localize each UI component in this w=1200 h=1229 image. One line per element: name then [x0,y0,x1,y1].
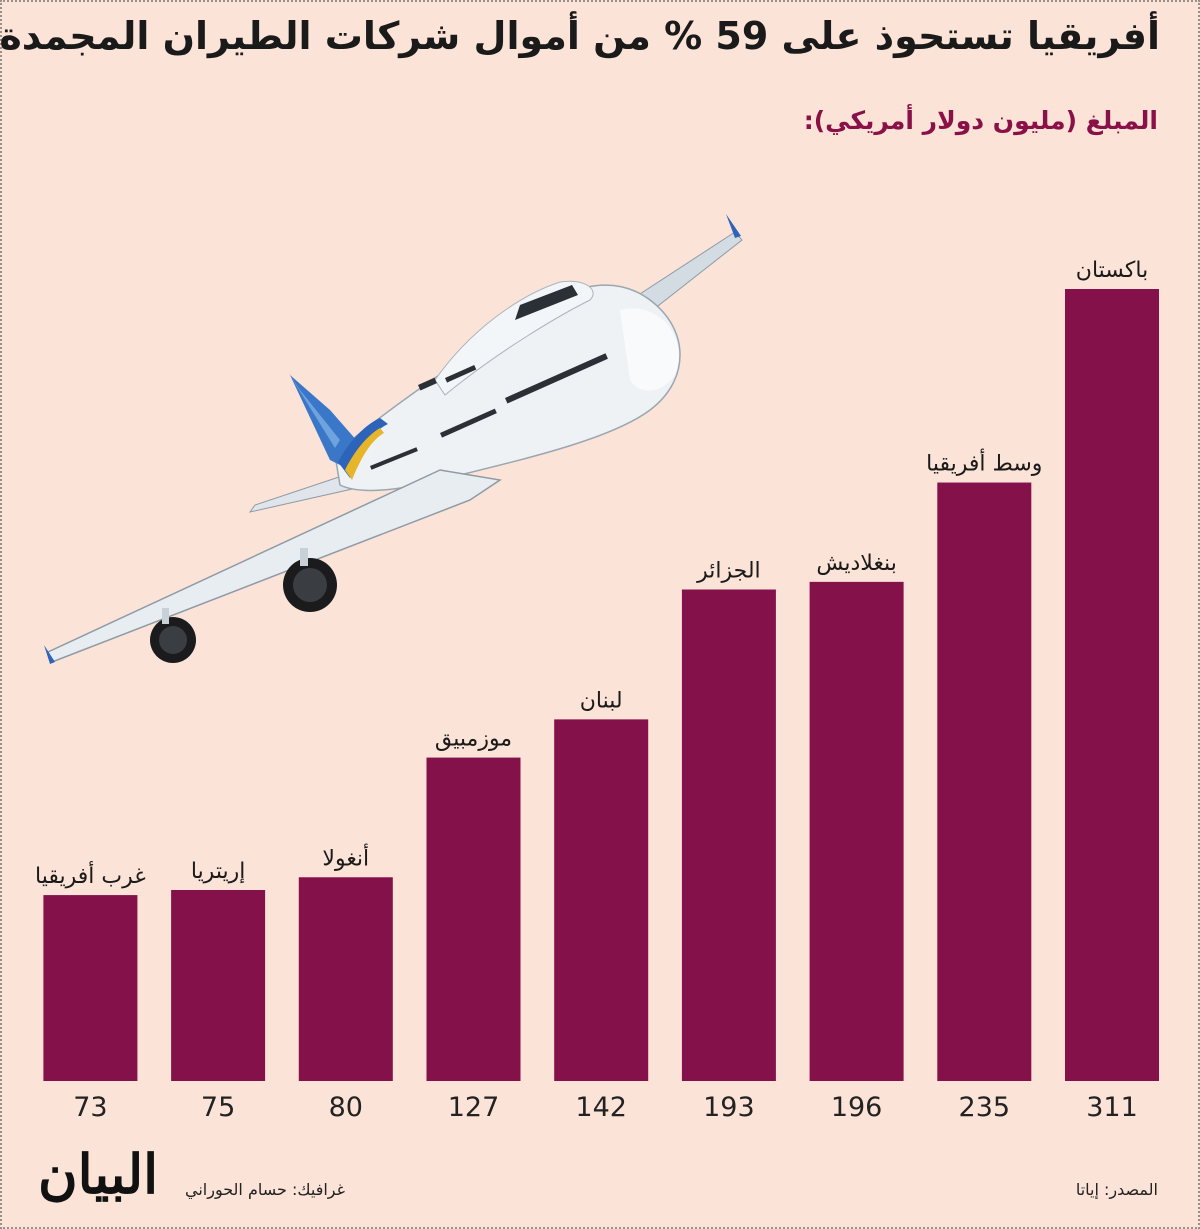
category-label: بنغلاديش [816,551,896,576]
category-label: أنغولا [322,843,369,871]
value-label: 73 [73,1092,107,1123]
category-labels: باكستان وسط أفريقيا بنغلاديش الجزائر لبنان مو… [35,258,1148,889]
category-label: موزمبيق [435,727,512,752]
chart-title: أفريقيا تستحوذ على 59 % من أموال شركات ا… [0,14,1160,58]
bar [426,757,521,1081]
value-label: 75 [201,1092,235,1123]
bar [937,482,1032,1081]
bar [43,895,138,1081]
value-labels: 311 235 196 193 142 127 80 75 73 [73,1092,1138,1123]
publisher-logo: البيان [38,1142,159,1206]
value-label: 235 [959,1092,1011,1123]
bar [1065,289,1159,1081]
category-label: إريتريا [191,859,245,884]
value-label: 80 [329,1092,363,1123]
category-label: الجزائر [696,559,761,584]
value-label: 196 [831,1092,883,1123]
value-label: 311 [1086,1092,1138,1123]
airplane-icon [44,214,743,664]
category-label: لبنان [580,688,623,713]
graphic-credit: غرافيك: حسام الحوراني [185,1180,345,1199]
bar [809,581,904,1081]
bar [554,719,649,1081]
bars-group [43,289,1159,1081]
source-note: المصدر: إياتا [1075,1180,1158,1199]
value-label: 193 [703,1092,755,1123]
bar [298,877,393,1081]
value-label: 142 [575,1092,627,1123]
bar [681,589,776,1081]
category-label: باكستان [1076,258,1148,283]
category-label: وسط أفريقيا [926,449,1042,477]
category-label: غرب أفريقيا [35,861,146,889]
chart-subtitle: المبلغ (مليون دولار أمريكي): [803,106,1158,135]
bar [171,890,266,1081]
value-label: 127 [448,1092,500,1123]
